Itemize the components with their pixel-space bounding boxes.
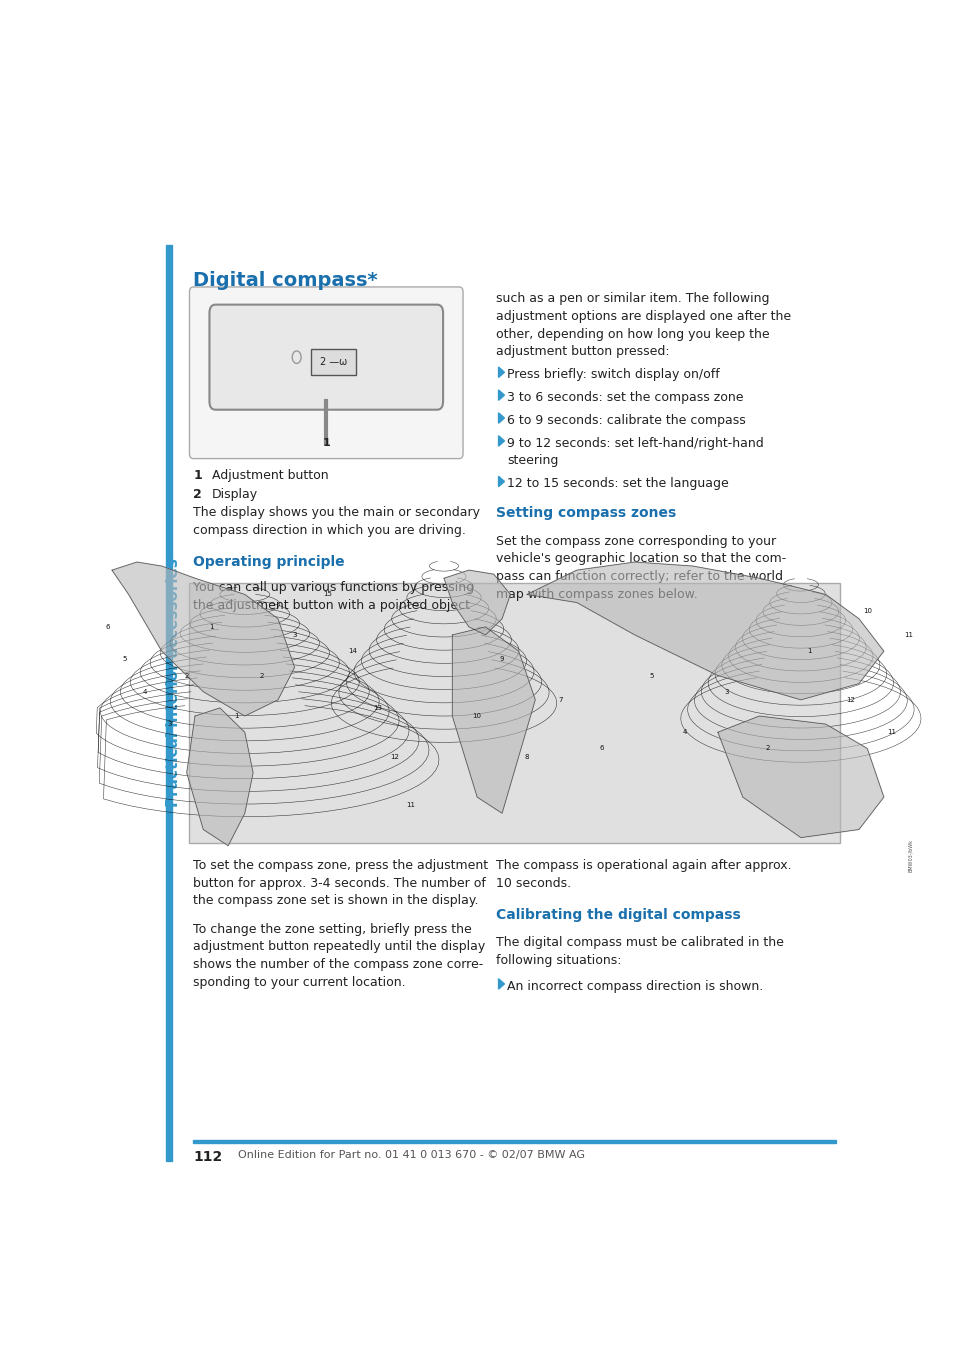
Text: button for approx. 3-4 seconds. The number of: button for approx. 3-4 seconds. The numb… [193, 877, 485, 890]
Text: 2: 2 [764, 746, 769, 751]
Text: 4: 4 [681, 730, 686, 735]
Bar [190, 584, 840, 843]
Text: 7: 7 [558, 697, 562, 703]
Text: 1: 1 [806, 648, 811, 654]
Text: 15: 15 [323, 592, 332, 597]
Polygon shape [498, 436, 504, 446]
Text: 2: 2 [184, 673, 189, 678]
Text: 1: 1 [234, 713, 238, 719]
Polygon shape [498, 978, 504, 989]
Polygon shape [498, 367, 504, 377]
FancyBboxPatch shape [210, 304, 442, 409]
Text: 6 to 9 seconds: calibrate the compass: 6 to 9 seconds: calibrate the compass [507, 413, 745, 427]
Bar [311, 350, 355, 376]
Text: Setting compass zones: Setting compass zones [496, 507, 676, 520]
Polygon shape [498, 477, 504, 486]
Text: sponding to your current location.: sponding to your current location. [193, 975, 405, 989]
Polygon shape [112, 562, 294, 716]
Text: Online Edition for Part no. 01 41 0 013 670 - © 02/07 BMW AG: Online Edition for Part no. 01 41 0 013 … [237, 1151, 584, 1161]
Text: 5: 5 [649, 673, 653, 678]
Text: 8: 8 [524, 754, 529, 759]
Text: 3 to 6 seconds: set the compass zone: 3 to 6 seconds: set the compass zone [507, 390, 743, 404]
Text: the adjustment button with a pointed object: the adjustment button with a pointed obj… [193, 598, 470, 612]
Text: The compass is operational again after approx.: The compass is operational again after a… [496, 859, 791, 873]
Text: vehicle's geographic location so that the com-: vehicle's geographic location so that th… [496, 553, 785, 565]
Polygon shape [526, 562, 882, 700]
Text: 10: 10 [472, 713, 481, 719]
Polygon shape [443, 570, 510, 635]
Text: compass direction in which you are driving.: compass direction in which you are drivi… [193, 524, 466, 538]
Text: An incorrect compass direction is shown.: An incorrect compass direction is shown. [507, 979, 762, 993]
Text: other, depending on how long you keep the: other, depending on how long you keep th… [496, 327, 769, 340]
Text: map with compass zones below.: map with compass zones below. [496, 588, 698, 601]
Text: 5: 5 [122, 657, 127, 662]
Text: 12 to 15 seconds: set the language: 12 to 15 seconds: set the language [507, 477, 728, 490]
Text: 3: 3 [168, 721, 172, 727]
Text: adjustment button repeatedly until the display: adjustment button repeatedly until the d… [193, 940, 485, 954]
Polygon shape [717, 716, 882, 838]
Text: 12: 12 [845, 697, 854, 703]
Text: 3: 3 [723, 689, 728, 694]
Text: 3: 3 [292, 632, 296, 638]
Text: the compass zone set is shown in the display.: the compass zone set is shown in the dis… [193, 894, 478, 908]
Text: 9: 9 [499, 657, 504, 662]
Text: 1: 1 [322, 438, 330, 449]
Text: Operating principle: Operating principle [193, 555, 344, 569]
Text: Calibrating the digital compass: Calibrating the digital compass [496, 908, 740, 921]
Text: 1: 1 [209, 624, 213, 630]
Bar [166, 246, 172, 1161]
Text: following situations:: following situations: [496, 954, 621, 967]
Text: 9 to 12 seconds: set left-hand/right-hand: 9 to 12 seconds: set left-hand/right-han… [507, 436, 763, 450]
FancyBboxPatch shape [190, 286, 462, 458]
Text: 10 seconds.: 10 seconds. [496, 877, 571, 890]
Text: BMW03-/bWk: BMW03-/bWk [907, 839, 912, 871]
Text: 11: 11 [903, 632, 912, 638]
Text: shows the number of the compass zone corre-: shows the number of the compass zone cor… [193, 958, 483, 971]
Text: 6: 6 [598, 746, 603, 751]
Text: Practical interior accessories: Practical interior accessories [166, 558, 180, 807]
Text: pass can function correctly; refer to the world: pass can function correctly; refer to th… [496, 570, 782, 582]
Text: The digital compass must be calibrated in the: The digital compass must be calibrated i… [496, 936, 783, 950]
Text: 14: 14 [348, 648, 356, 654]
Text: To change the zone setting, briefly press the: To change the zone setting, briefly pres… [193, 923, 472, 935]
Polygon shape [187, 708, 253, 846]
Text: 11: 11 [406, 802, 415, 808]
Text: Display: Display [212, 488, 257, 501]
Text: 13: 13 [373, 705, 382, 711]
Text: 2: 2 [193, 488, 202, 501]
Text: You can call up various functions by pressing: You can call up various functions by pre… [193, 581, 474, 594]
Text: adjustment button pressed:: adjustment button pressed: [496, 346, 669, 358]
Text: 112: 112 [193, 1151, 222, 1165]
Text: steering: steering [507, 454, 558, 467]
Text: 10: 10 [862, 608, 871, 613]
Polygon shape [498, 413, 504, 423]
Text: 6: 6 [106, 624, 110, 630]
Text: Set the compass zone corresponding to your: Set the compass zone corresponding to yo… [496, 535, 776, 547]
Text: Press briefly: switch display on/off: Press briefly: switch display on/off [507, 367, 720, 381]
Polygon shape [498, 390, 504, 400]
Bar [193, 1140, 836, 1143]
Text: 1: 1 [193, 469, 202, 482]
Text: Digital compass*: Digital compass* [193, 272, 377, 290]
Text: such as a pen or similar item. The following: such as a pen or similar item. The follo… [496, 292, 769, 305]
Text: 12: 12 [390, 754, 398, 759]
Text: The display shows you the main or secondary: The display shows you the main or second… [193, 507, 479, 519]
Text: 2 —ω: 2 —ω [319, 358, 347, 367]
Text: adjustment options are displayed one after the: adjustment options are displayed one aft… [496, 309, 791, 323]
Text: 2: 2 [259, 673, 263, 678]
Text: To set the compass zone, press the adjustment: To set the compass zone, press the adjus… [193, 859, 488, 873]
Text: Adjustment button: Adjustment button [212, 469, 328, 482]
Polygon shape [452, 627, 535, 813]
Text: 11: 11 [886, 730, 896, 735]
Text: 4: 4 [143, 689, 147, 694]
